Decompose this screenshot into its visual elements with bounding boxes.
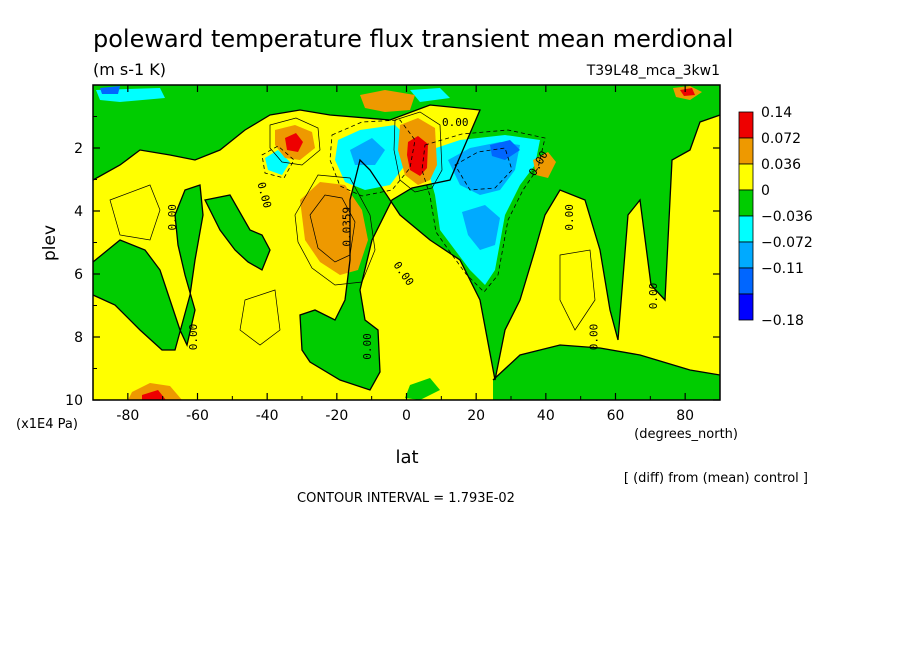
- contour-label: 0.00: [647, 283, 660, 310]
- legend-label: 0.072: [761, 131, 801, 147]
- x-tick-label: 40: [537, 408, 555, 424]
- dark-blue-region: [490, 140, 520, 160]
- x-tick-label: -60: [186, 408, 209, 424]
- red-region: [142, 390, 166, 400]
- chart-title: poleward temperature flux transient mean…: [93, 25, 733, 53]
- legend-swatch: [738, 241, 754, 269]
- green-region: [93, 85, 720, 390]
- x-axis-label: lat: [395, 447, 418, 468]
- red-region: [680, 88, 695, 96]
- contour-label: 0.0359: [340, 207, 353, 247]
- legend-label: 0.14: [761, 105, 792, 121]
- color-legend: 0.14 0.072 0.036 0 −0.036 −0.072 −0.11 −0.18: [738, 105, 813, 329]
- run-label: T39L48_mca_3kw1: [586, 63, 720, 79]
- contour-label: 0.00: [563, 204, 576, 231]
- contour-label: 0.00: [588, 324, 601, 351]
- green-region: [493, 345, 720, 400]
- contour-label: 0.00: [361, 333, 374, 360]
- x-axis-units: (degrees_north): [634, 427, 738, 442]
- y-tick-label: 6: [74, 267, 83, 283]
- legend-swatch: [738, 189, 754, 217]
- negative-contours: [261, 119, 546, 293]
- contour-interval: CONTOUR INTERVAL = 1.793E-02: [297, 491, 515, 506]
- y-axis-units: (x1E4 Pa): [16, 417, 78, 432]
- dark-blue-region: [100, 86, 120, 94]
- orange-region: [360, 90, 415, 112]
- x-tick-label: 80: [676, 408, 694, 424]
- legend-label: −0.18: [761, 313, 804, 329]
- x-tick-label: -20: [325, 408, 348, 424]
- y-tick-label: 4: [74, 204, 83, 220]
- contour-label: 0.00: [187, 324, 200, 351]
- x-tick-label: 0: [402, 408, 411, 424]
- units-label: (m s-1 K): [93, 60, 166, 79]
- legend-swatch: [738, 215, 754, 243]
- legend-swatch: [738, 163, 754, 191]
- zero-contours: [93, 104, 720, 391]
- mid-blue-region: [462, 205, 500, 250]
- legend-swatch: [738, 137, 754, 165]
- y-tick-label: 8: [74, 330, 83, 346]
- y-axis: 2 4 6 8 10: [65, 116, 720, 409]
- orange-region: [533, 152, 556, 178]
- y-tick-label: 10: [65, 393, 83, 409]
- red-region: [407, 136, 428, 176]
- contour-label: 0.00: [166, 204, 179, 231]
- x-axis: -80 -60 -40 -20 0 20 40 60 80: [92, 85, 721, 424]
- contour-label: 0.00: [442, 116, 469, 129]
- red-region: [285, 133, 303, 152]
- y-tick-label: 2: [74, 141, 83, 157]
- legend-label: 0.036: [761, 157, 801, 173]
- legend-label: −0.11: [761, 261, 804, 277]
- green-region: [600, 105, 615, 135]
- positive-contours: [109, 111, 596, 346]
- green-region: [93, 185, 203, 350]
- x-tick-label: 60: [607, 408, 625, 424]
- green-region: [205, 195, 270, 270]
- legend-label: −0.036: [761, 209, 813, 225]
- x-tick-label: -80: [116, 408, 139, 424]
- legend-swatch: [738, 267, 754, 295]
- legend-label: 0: [761, 183, 770, 199]
- legend-swatch: [738, 111, 754, 139]
- green-region: [405, 378, 440, 400]
- cyan-region: [410, 88, 450, 102]
- x-tick-label: 20: [467, 408, 485, 424]
- legend-label: −0.072: [761, 235, 813, 251]
- annotation: [ (diff) from (mean) control ]: [624, 471, 808, 486]
- y-axis-label: plev: [40, 225, 60, 261]
- mid-blue-region: [350, 138, 385, 165]
- legend-swatch: [738, 293, 754, 321]
- contour-field: [93, 85, 720, 400]
- x-tick-label: -40: [256, 408, 279, 424]
